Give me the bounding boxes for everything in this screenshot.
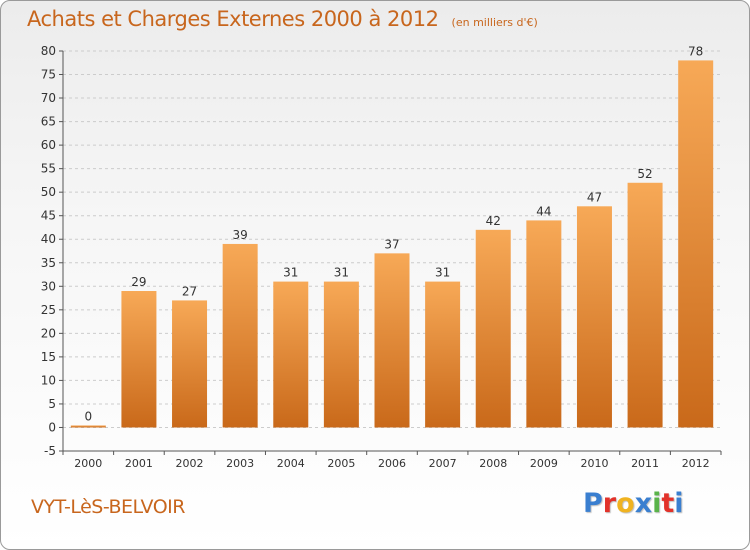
y-tick-label: -5 [44, 444, 56, 458]
bar [121, 291, 157, 428]
x-tick-label: 2007 [429, 457, 457, 470]
data-label: 31 [283, 266, 298, 280]
bar [374, 253, 410, 428]
y-axis-ticks: -5 0 5 10 15 20 25 30 35 40 45 50 55 60 65 70 75 80 [41, 44, 63, 458]
bar [172, 300, 208, 428]
x-tick-label: 2005 [327, 457, 355, 470]
y-tick-label: 80 [41, 44, 56, 58]
y-tick-label: 65 [41, 115, 56, 129]
bar [475, 229, 511, 428]
y-tick-label: 75 [41, 68, 56, 82]
data-labels: 0 29 27 39 31 31 37 31 42 44 47 52 78 [84, 44, 703, 423]
y-tick-label: 55 [41, 162, 56, 176]
brand-letter: i [652, 488, 662, 519]
y-tick-label: 30 [41, 279, 56, 293]
y-tick-label: 5 [48, 397, 56, 411]
brand-letter: o [616, 488, 635, 519]
bar [222, 243, 258, 428]
axes [62, 51, 721, 452]
bar [323, 281, 359, 428]
chart-unit: (en milliers d'€) [451, 16, 538, 29]
y-tick-label: 25 [41, 303, 56, 317]
title-row: Achats et Charges Externes 2000 à 2012 (… [27, 7, 538, 31]
data-label: 31 [435, 266, 450, 280]
y-tick-label: 0 [48, 420, 56, 434]
data-label: 0 [84, 409, 92, 423]
y-tick-label: 35 [41, 256, 56, 270]
x-tick-label: 2003 [226, 457, 254, 470]
brand-letter: r [602, 488, 617, 519]
data-label: 39 [233, 228, 248, 242]
bar [425, 281, 461, 428]
bars [70, 60, 714, 428]
x-tick-label: 2012 [682, 457, 710, 470]
data-label: 42 [486, 214, 501, 228]
x-tick-label: 2004 [277, 457, 305, 470]
x-tick-label: 2002 [176, 457, 204, 470]
bar [526, 220, 562, 428]
place-name: VYT-LèS-BELVOIR [31, 496, 185, 518]
brand-letter: i [674, 488, 684, 519]
bar [678, 60, 714, 428]
y-tick-label: 70 [41, 91, 56, 105]
bar [70, 425, 106, 428]
y-tick-label: 45 [41, 209, 56, 223]
y-tick-label: 60 [41, 138, 56, 152]
data-label: 37 [384, 237, 399, 251]
y-tick-label: 15 [41, 350, 56, 364]
data-label: 44 [536, 204, 551, 218]
bar [576, 206, 612, 428]
x-tick-label: 2008 [479, 457, 507, 470]
brand-letter: P [583, 488, 603, 519]
x-tick-label: 2000 [74, 457, 102, 470]
chart-title: Achats et Charges Externes 2000 à 2012 [27, 7, 439, 31]
x-tick-label: 2001 [125, 457, 153, 470]
y-tick-label: 40 [41, 232, 56, 246]
y-tick-label: 10 [41, 373, 56, 387]
brand-logo: Proxiti [583, 488, 684, 519]
brand-letter: x [634, 488, 653, 519]
data-label: 47 [587, 190, 602, 204]
data-label: 29 [131, 275, 146, 289]
x-tick-label: 2009 [530, 457, 558, 470]
x-tick-label: 2010 [580, 457, 608, 470]
bar [273, 281, 309, 428]
bar [627, 182, 663, 428]
y-tick-label: 20 [41, 326, 56, 340]
data-label: 78 [688, 44, 703, 58]
y-tick-label: 50 [41, 185, 56, 199]
data-label: 27 [182, 284, 197, 298]
brand-letter: t [661, 488, 675, 519]
x-tick-label: 2011 [631, 457, 659, 470]
data-label: 52 [637, 167, 652, 181]
x-tick-label: 2006 [378, 457, 406, 470]
x-axis-ticks: 2000 2001 2002 2003 2004 2005 2006 2007 2008 2009… [62, 451, 722, 470]
data-label: 31 [334, 266, 349, 280]
